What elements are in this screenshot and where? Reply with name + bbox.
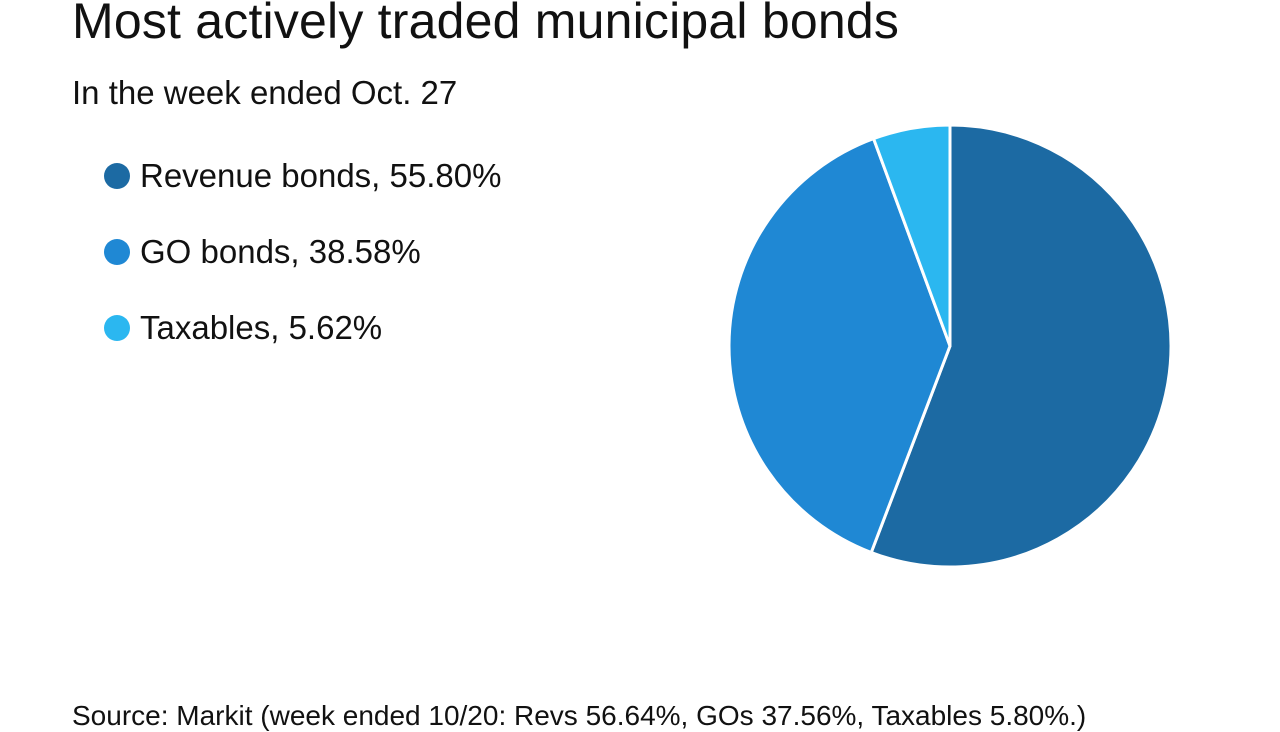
legend-item-taxables: Taxables, 5.62% (104, 308, 501, 348)
legend-swatch-go-bonds (104, 239, 130, 265)
legend-label-go-bonds: GO bonds, 38.58% (140, 233, 421, 270)
legend-label-taxables: Taxables, 5.62% (140, 309, 383, 346)
pie-slice-taxables (872, 123, 952, 348)
pie-slice-go-bonds (727, 137, 952, 554)
legend-item-go-bonds: GO bonds, 38.58% (104, 232, 501, 272)
legend-swatch-revenue-bonds (104, 163, 130, 189)
source-note: Source: Markit (week ended 10/20: Revs 5… (72, 700, 1087, 731)
legend-item-revenue-bonds: Revenue bonds, 55.80% (104, 156, 501, 196)
legend: Revenue bonds, 55.80% GO bonds, 38.58% T… (104, 156, 501, 384)
pie-chart (727, 123, 1173, 569)
legend-swatch-taxables (104, 315, 130, 341)
pie-slice-revenue-bonds (869, 123, 1173, 569)
chart-subtitle: In the week ended Oct. 27 (72, 74, 458, 111)
chart-title: Most actively traded municipal bonds (72, 0, 900, 49)
legend-label-revenue-bonds: Revenue bonds, 55.80% (140, 157, 502, 194)
